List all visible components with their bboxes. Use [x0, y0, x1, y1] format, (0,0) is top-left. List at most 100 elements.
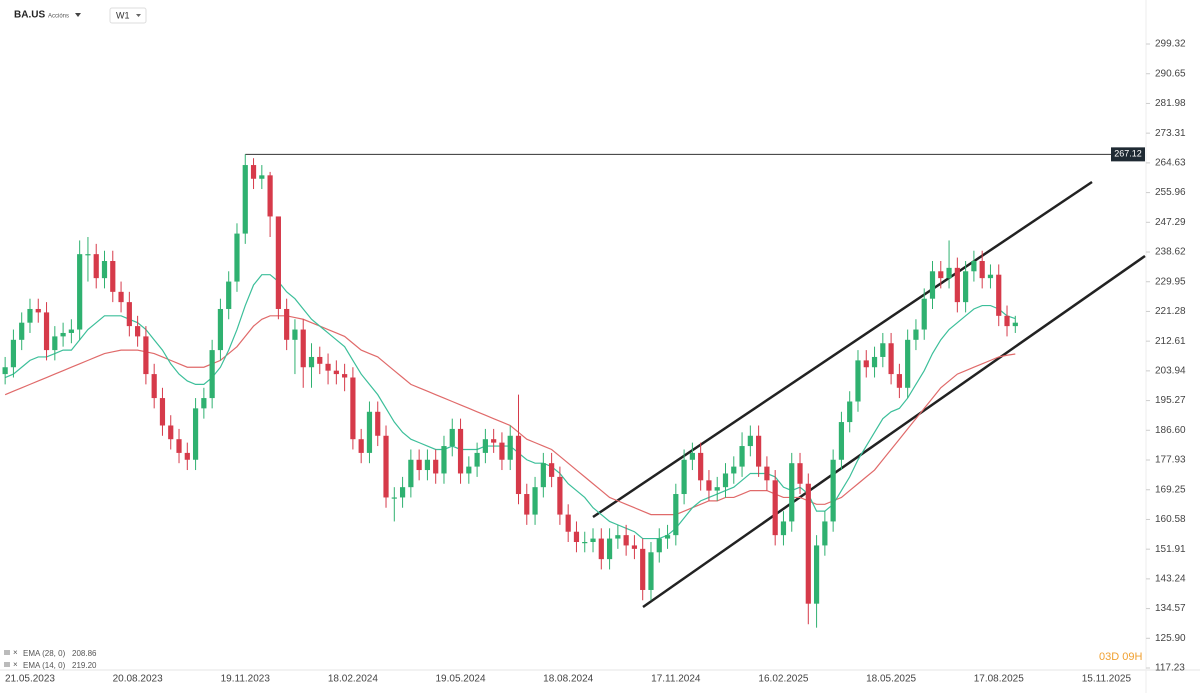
legend-close[interactable]: ×: [13, 648, 18, 657]
candle-body: [780, 521, 787, 536]
candle-body: [226, 281, 232, 309]
y-tick-label: 151.91: [1155, 544, 1186, 555]
candle-body: [880, 343, 886, 357]
candle-body: [648, 552, 654, 590]
candle-body: [19, 322, 25, 340]
candle-body: [441, 446, 447, 474]
candle-body: [60, 332, 66, 337]
legend: × EMA (28, 0) 208.86 × EMA (14, 0) 219.2…: [4, 648, 97, 670]
candle-body: [540, 463, 546, 488]
candle-body: [383, 435, 389, 498]
candle-body: [267, 175, 273, 217]
candle-body: [905, 339, 911, 388]
candle-body: [416, 459, 422, 471]
candle-body: [954, 267, 960, 303]
trend-line[interactable]: [592, 180, 1093, 519]
candle-body: [615, 535, 621, 539]
candle-body: [466, 466, 472, 474]
candle-body: [789, 463, 795, 522]
candle-body: [565, 514, 571, 532]
candle-body: [499, 442, 505, 460]
candle-body: [524, 494, 530, 515]
candle-body: [598, 538, 604, 560]
candle-body: [126, 302, 132, 327]
candle-body: [93, 254, 99, 279]
candle-body: [399, 487, 406, 498]
candle-body: [350, 377, 356, 440]
candle-body: [300, 329, 306, 368]
legend-value: 219.20: [72, 661, 97, 670]
trend-line[interactable]: [642, 254, 1146, 609]
candle-body: [366, 411, 373, 453]
candle-body: [491, 439, 497, 443]
candle-body: [971, 261, 977, 272]
interval[interactable]: W1: [116, 10, 130, 20]
candle-body: [929, 271, 936, 299]
candle-body: [201, 398, 207, 409]
y-tick-label: 264.63: [1155, 158, 1186, 169]
symbol-dropdown[interactable]: [75, 13, 81, 17]
x-tick-label: 18.08.2024: [543, 674, 593, 685]
legend-icon[interactable]: [4, 650, 10, 655]
candle-body: [27, 308, 33, 323]
candle-body: [515, 435, 522, 495]
x-tick-label: 17.11.2024: [651, 674, 701, 685]
interval-box[interactable]: [109, 7, 147, 24]
y-tick-label: 134.57: [1155, 603, 1186, 614]
y-tick-label: 177.93: [1155, 455, 1186, 466]
legend-icon[interactable]: [4, 662, 10, 667]
candle-body: [408, 459, 414, 488]
candle-body: [308, 356, 315, 368]
x-tick-label: 16.02.2025: [758, 674, 808, 685]
instrument-type: Accións: [48, 14, 69, 20]
candle-body: [151, 374, 157, 399]
candle-body: [756, 435, 762, 467]
candle-body: [217, 308, 224, 351]
candle-body: [921, 298, 927, 330]
candle-body: [946, 267, 952, 279]
candle-body: [996, 274, 1002, 316]
candle-body: [722, 473, 729, 488]
y-tick-label: 125.90: [1155, 633, 1186, 644]
candle-body: [689, 452, 695, 460]
price-line-box: [1111, 147, 1145, 162]
candle-body: [101, 261, 108, 279]
candle-body: [85, 254, 91, 256]
legend-close[interactable]: ×: [13, 660, 18, 669]
candle-body: [159, 398, 166, 426]
candle-body: [143, 336, 149, 375]
candle-body: [987, 274, 994, 279]
candle-body: [292, 329, 298, 340]
interval-dropdown[interactable]: [136, 14, 141, 17]
candle-body: [110, 261, 116, 292]
legend-label: EMA (14, 0): [23, 661, 66, 670]
symbol[interactable]: BA.US: [14, 10, 45, 21]
candle-body: [623, 535, 629, 546]
candle-body: [507, 435, 513, 460]
candle-body: [449, 428, 455, 447]
candle-body: [582, 542, 588, 544]
candle-body: [482, 439, 488, 453]
candle-body: [333, 370, 339, 375]
candle-body: [209, 350, 215, 399]
y-tick-label: 160.58: [1155, 514, 1186, 525]
candle-body: [284, 308, 290, 340]
candle-body: [2, 367, 8, 375]
y-tick-label: 281.98: [1155, 98, 1186, 109]
candle-body: [325, 363, 331, 371]
y-tick-label: 195.27: [1155, 395, 1186, 406]
y-tick-label: 255.96: [1155, 187, 1186, 198]
y-tick-label: 247.29: [1155, 217, 1186, 228]
candle-body: [259, 175, 265, 179]
candle-body: [68, 329, 74, 333]
y-tick-label: 290.65: [1155, 68, 1186, 79]
candle-body: [532, 487, 538, 515]
candle-body: [681, 459, 687, 495]
x-tick-label: 19.05.2024: [436, 674, 486, 685]
candle-body: [764, 466, 770, 481]
candle-body: [43, 312, 50, 351]
candle-body: [896, 374, 902, 388]
y-tick-label: 221.28: [1155, 306, 1186, 317]
candle-body: [234, 233, 240, 282]
